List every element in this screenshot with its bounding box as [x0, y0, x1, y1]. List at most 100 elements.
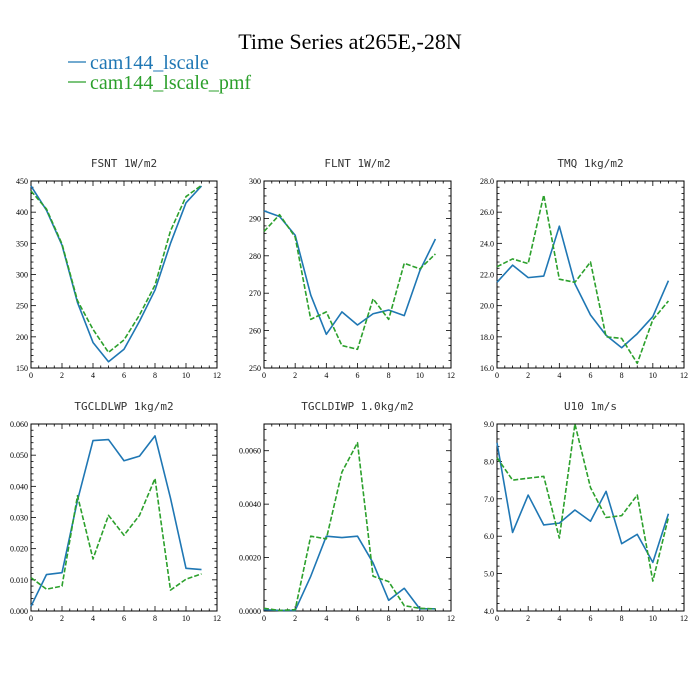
y-tick-label: 16.0: [480, 364, 494, 373]
x-tick-label: 8: [387, 614, 391, 623]
y-tick-label: 0.040: [10, 482, 28, 491]
series-line-cam144-lscale: [496, 225, 670, 349]
legend-label-cam144-lscale-pmf: cam144_lscale_pmf: [90, 72, 251, 94]
y-tick-label: 200: [16, 333, 28, 342]
y-tick-label: 260: [249, 327, 261, 336]
panel-5: TGCLDIWP 1.0kg/m2 0 2 4 6 8 10 12 0.0000 0.0020 0.…: [239, 400, 455, 623]
x-tick-label: 8: [620, 614, 624, 623]
x-tick-label: 0: [262, 371, 266, 380]
y-tick-label: 9.0: [484, 420, 494, 429]
x-tick-label: 2: [293, 614, 297, 623]
x-tick-label: 4: [324, 371, 328, 380]
y-tick-label: 5.0: [484, 570, 494, 579]
series-line-cam144-lscale-pmf: [30, 184, 202, 354]
x-tick-label: 6: [122, 371, 126, 380]
y-tick-label: 250: [16, 302, 28, 311]
panel-4: TGCLDLWP 1kg/m2 0 2 4 6 8 10 12 0.000 0.010 0.020 0…: [10, 400, 221, 623]
panel-1: FSNT 1W/m2 0 2 4 6 8 10 12 150 200 250 300 350 400 450: [16, 157, 221, 380]
series-line-cam144-lscale: [263, 535, 436, 612]
plot-frame: [263, 180, 452, 369]
y-tick-label: 0.050: [10, 451, 28, 460]
x-tick-label: 6: [356, 614, 360, 623]
y-tick-label: 6.0: [484, 532, 494, 541]
x-tick-label: 0: [495, 614, 499, 623]
panel-3: TMQ 1kg/m2 0 2 4 6 8 10 12 16.0 18.0 20.0 22.0 24.0 2…: [480, 157, 688, 380]
panel-title: U10 1m/s: [564, 400, 617, 413]
y-tick-label: 0.0020: [239, 554, 261, 563]
series-line-cam144-lscale: [30, 185, 203, 363]
series-line-cam144-lscale: [496, 442, 670, 564]
y-tick-label: 450: [16, 177, 28, 186]
series-line-cam144-lscale-pmf: [263, 213, 436, 351]
x-tick-label: 10: [416, 614, 424, 623]
y-tick-label: 28.0: [480, 177, 494, 186]
y-tick-label: 0.0060: [239, 447, 261, 456]
legend: cam144_lscale cam144_lscale_pmf: [68, 52, 251, 94]
y-tick-label: 0.000: [10, 607, 28, 616]
x-tick-label: 6: [122, 614, 126, 623]
x-tick-label: 4: [557, 371, 561, 380]
x-tick-label: 2: [60, 614, 64, 623]
y-tick-label: 20.0: [480, 302, 494, 311]
y-tick-label: 0.0000: [239, 607, 261, 616]
plot-frame: [263, 423, 452, 612]
y-tick-label: 0.020: [10, 545, 28, 554]
panel-title: FSNT 1W/m2: [91, 157, 157, 170]
panel-title: TGCLDIWP 1.0kg/m2: [301, 400, 414, 413]
x-tick-label: 8: [620, 371, 624, 380]
x-tick-label: 0: [29, 371, 33, 380]
plot-frame: [496, 423, 685, 612]
y-tick-label: 300: [249, 177, 261, 186]
x-tick-label: 10: [416, 371, 424, 380]
y-tick-label: 4.0: [484, 607, 494, 616]
x-tick-label: 10: [649, 371, 657, 380]
y-tick-label: 18.0: [480, 333, 494, 342]
x-tick-label: 0: [495, 371, 499, 380]
x-tick-label: 6: [589, 371, 593, 380]
x-tick-label: 8: [153, 614, 157, 623]
panels: FSNT 1W/m20 2 4 6 8 10 12150200250300350400450…: [10, 157, 688, 623]
plot-frame: [30, 180, 218, 369]
panel-title: FLNT 1W/m2: [324, 157, 390, 170]
series-line-cam144-lscale-pmf: [496, 423, 670, 582]
x-tick-label: 0: [262, 614, 266, 623]
y-tick-label: 280: [249, 252, 261, 261]
x-tick-label: 6: [589, 614, 593, 623]
x-tick-label: 4: [91, 371, 95, 380]
x-tick-label: 4: [91, 614, 95, 623]
y-tick-label: 290: [249, 214, 261, 223]
x-tick-label: 8: [387, 371, 391, 380]
panel-title: TGCLDLWP 1kg/m2: [74, 400, 173, 413]
y-tick-label: 7.0: [484, 495, 494, 504]
x-tick-label: 10: [182, 614, 190, 623]
y-tick-label: 0.0040: [239, 500, 261, 509]
x-tick-label: 6: [356, 371, 360, 380]
y-tick-label: 0.030: [10, 514, 28, 523]
y-tick-label: 350: [16, 239, 28, 248]
series-line-cam144-lscale-pmf: [263, 441, 436, 612]
x-tick-label: 12: [680, 371, 688, 380]
figure-title: Time Series at265E,-28N: [238, 29, 462, 54]
x-tick-label: 12: [213, 614, 221, 623]
x-tick-label: 2: [526, 614, 530, 623]
x-tick-label: 2: [293, 371, 297, 380]
x-tick-label: 10: [182, 371, 190, 380]
legend-label-cam144-lscale: cam144_lscale: [90, 52, 209, 74]
plot-frame: [30, 423, 218, 612]
y-tick-label: 8.0: [484, 457, 494, 466]
x-tick-label: 8: [153, 371, 157, 380]
y-tick-label: 300: [16, 271, 28, 280]
x-tick-label: 10: [649, 614, 657, 623]
x-tick-label: 2: [526, 371, 530, 380]
y-tick-label: 270: [249, 289, 261, 298]
panel-6: U10 1m/s 0 2 4 6 8 10 12 4.0 5.0 6.0 7.0 8.0 9.0: [484, 400, 688, 623]
series-line-cam144-lscale: [263, 210, 437, 336]
y-tick-label: 26.0: [480, 208, 494, 217]
series-line-cam144-lscale: [30, 435, 202, 607]
y-tick-label: 0.060: [10, 420, 28, 429]
x-tick-label: 12: [447, 614, 455, 623]
x-tick-label: 12: [447, 371, 455, 380]
x-tick-label: 4: [557, 614, 561, 623]
series-line-cam144-lscale-pmf: [30, 477, 202, 591]
